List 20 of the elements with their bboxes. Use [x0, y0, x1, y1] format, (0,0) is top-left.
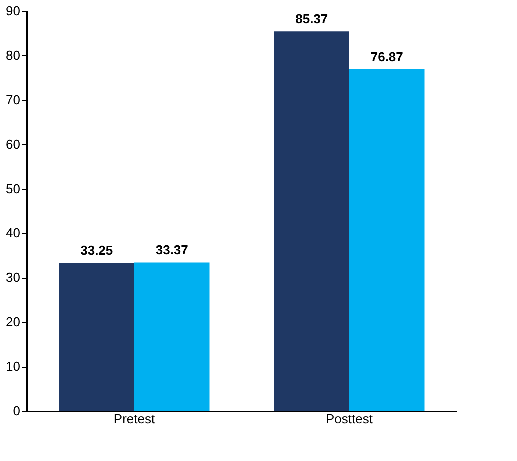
- data-label: 85.37: [296, 12, 328, 27]
- y-tick-label: 50: [6, 181, 20, 196]
- y-tick-label: 90: [6, 4, 20, 18]
- y-tick-label: 10: [6, 359, 20, 374]
- data-label: 33.25: [80, 243, 114, 258]
- y-tick-label: 30: [6, 270, 20, 286]
- data-label: 33.37: [156, 242, 188, 258]
- bar: [59, 263, 134, 411]
- y-tick-label: 60: [6, 136, 20, 152]
- y-tick-label: 70: [6, 92, 20, 108]
- y-tick-label: 40: [6, 226, 20, 241]
- x-tick-label: Pretest: [114, 412, 156, 426]
- y-tick-label: 20: [6, 314, 20, 330]
- data-label: 76.87: [370, 49, 404, 64]
- y-tick-label: 80: [6, 48, 20, 63]
- y-tick-label: 0: [13, 404, 20, 418]
- x-tick-label: Posttest: [326, 412, 374, 426]
- bar: [134, 262, 210, 411]
- bar: [350, 69, 425, 411]
- bar: [274, 32, 350, 411]
